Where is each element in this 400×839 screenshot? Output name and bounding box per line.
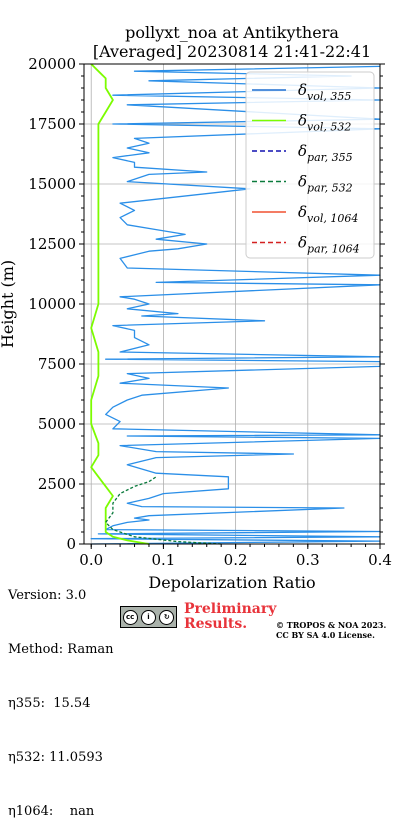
version-text: Version: 3.0 [8,588,87,603]
y-tick-label: 7500 [38,355,76,373]
y-tick-label: 5000 [38,415,76,433]
y-axis-label: Height (m) [0,260,17,348]
y-tick-label: 20000 [28,55,76,73]
eta532-label: η532: [8,750,45,765]
info-panel: Version: 3.0 Method: Raman η355: 15.54 η… [8,551,114,839]
cc-license-badge: cc i ↻ [120,606,177,628]
eta355-row: η355: 15.54 [8,695,114,713]
eta532-row: η532: 11.0593 [8,749,114,767]
eta532-value: 11.0593 [49,750,103,765]
y-tick-label: 15000 [28,175,76,193]
x-axis-label: Depolarization Ratio [148,573,315,592]
legend-label: δpar, 1064 [298,234,360,256]
chart-title-line1: pollyxt_noa at Antikythera [125,23,339,42]
legend-label: δpar, 355 [298,142,353,164]
preliminary-results-text: Preliminary Results. [184,601,277,632]
legend-label: δvol, 532 [298,112,351,134]
series-layer [90,63,381,545]
by-icon: i [140,609,156,625]
copyright-line2: CC BY SA 4.0 License. [276,630,375,640]
legend-label: δvol, 355 [298,81,351,103]
legend-label: δvol, 1064 [298,203,358,225]
eta355-label: η355: [8,696,45,711]
y-tick-label: 10000 [28,295,76,313]
axis-ticks: 0.0 0.1 0.2 0.3 0.4 0 2500 5000 7500 10000 12500 15… [28,55,392,569]
x-tick-label: 0.2 [224,551,248,569]
cc-icon: cc [122,609,138,625]
copyright-text: © TROPOS & NOA 2023. CC BY SA 4.0 Licens… [276,620,400,640]
y-tick-label: 17500 [28,115,76,133]
legend-label: δpar, 532 [298,173,353,195]
method-text: Method: Raman [8,642,114,657]
y-tick-label: 2500 [38,475,76,493]
sa-icon: ↻ [159,609,175,625]
series-line-2 [105,476,222,545]
eta1064-row: η1064: nan [8,803,114,821]
x-tick-label: 0.4 [368,551,392,569]
x-tick-label: 0.1 [151,551,175,569]
copyright-line1: © TROPOS & NOA 2023. [276,620,387,630]
y-tick-label: 0 [66,535,76,553]
eta355-value: 15.54 [53,696,91,711]
x-tick-label: 0.0 [79,551,103,569]
chart-legend: δvol, 355 δvol, 532 δpar, 355 δpar, 532 δvol… [245,71,375,259]
y-tick-label: 12500 [28,235,76,253]
x-tick-label: 0.3 [296,551,320,569]
depolarization-chart: pollyxt_noa at Antikythera [Averaged] 20… [0,23,392,592]
eta1064-value: nan [69,804,95,819]
chart-title-line2: [Averaged] 20230814 21:41-22:41 [93,42,371,61]
series-line-1 [90,63,150,545]
series-line-0 [90,65,381,545]
eta1064-label: η1064: [8,804,54,819]
